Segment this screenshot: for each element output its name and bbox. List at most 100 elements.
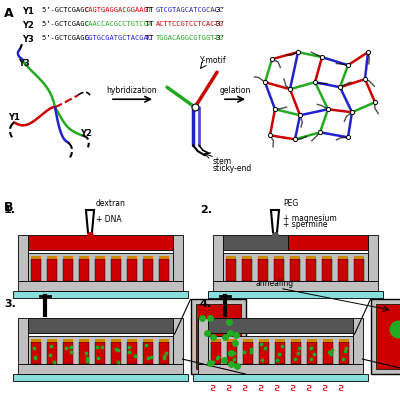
Text: stem: stem <box>213 157 232 166</box>
Bar <box>18 235 28 281</box>
Bar <box>12 291 188 298</box>
Text: Y-motif: Y-motif <box>200 56 227 65</box>
Bar <box>18 364 182 374</box>
Bar <box>226 259 236 281</box>
Bar <box>259 342 269 364</box>
Text: 5’-GCTCGAGC: 5’-GCTCGAGC <box>42 35 93 41</box>
Text: gelation: gelation <box>219 86 251 95</box>
Text: -3’: -3’ <box>212 7 225 13</box>
Bar <box>160 339 170 342</box>
Text: ƨ: ƨ <box>258 381 263 391</box>
Bar <box>275 342 285 364</box>
Text: Y2: Y2 <box>80 129 92 138</box>
Text: annealing: annealing <box>256 279 294 288</box>
Bar <box>208 318 352 333</box>
Text: Y3: Y3 <box>22 35 34 44</box>
Bar <box>243 342 253 364</box>
Bar <box>63 342 73 364</box>
Bar <box>322 259 332 281</box>
Bar <box>127 257 137 259</box>
Text: 5’-GCTCGAGC: 5’-GCTCGAGC <box>42 21 93 27</box>
Bar <box>172 235 182 281</box>
Bar <box>95 257 105 259</box>
Text: sticky-end: sticky-end <box>213 164 252 174</box>
Bar <box>79 257 89 259</box>
Bar <box>370 299 400 374</box>
Bar <box>354 259 364 281</box>
Bar <box>352 318 362 364</box>
Text: ƨ: ƨ <box>210 381 215 391</box>
Bar <box>111 339 121 342</box>
Bar <box>210 342 220 364</box>
Bar <box>160 342 170 364</box>
Bar <box>47 259 57 281</box>
Bar <box>274 257 284 259</box>
Text: GTCGTAGCATCGCACC: GTCGTAGCATCGCACC <box>156 7 224 13</box>
Bar <box>18 318 28 364</box>
Text: Y3: Y3 <box>18 59 30 68</box>
Text: TT: TT <box>141 7 158 13</box>
Bar <box>192 374 368 381</box>
Bar <box>95 339 105 342</box>
Text: 4.: 4. <box>200 299 212 309</box>
Bar <box>143 257 153 259</box>
Bar <box>242 257 252 259</box>
Text: Y1: Y1 <box>22 7 34 16</box>
Text: ƨ: ƨ <box>226 381 231 391</box>
Bar <box>79 259 89 281</box>
Text: + DNA: + DNA <box>96 215 122 225</box>
Bar <box>95 259 105 281</box>
Text: PEG: PEG <box>283 200 298 208</box>
Bar <box>340 342 350 364</box>
Bar <box>323 342 333 364</box>
Bar <box>208 291 382 298</box>
Bar <box>340 339 350 342</box>
Bar <box>47 339 57 342</box>
Text: B: B <box>4 201 14 215</box>
Bar <box>258 257 268 259</box>
Bar <box>226 257 236 259</box>
Text: ƨ: ƨ <box>322 381 327 391</box>
Bar <box>376 304 400 369</box>
Text: + magnesium: + magnesium <box>283 215 337 223</box>
Bar <box>30 342 40 364</box>
Text: ƨ: ƨ <box>290 381 295 391</box>
Bar <box>307 339 317 342</box>
Bar <box>323 339 333 342</box>
Text: dextran: dextran <box>96 200 126 208</box>
Bar <box>196 304 240 369</box>
Bar <box>274 259 284 281</box>
Bar <box>242 259 252 281</box>
Text: ƨ: ƨ <box>306 381 311 391</box>
Bar <box>368 235 378 281</box>
Bar <box>28 318 172 333</box>
Text: + spermine: + spermine <box>283 220 328 229</box>
Text: CAACCACGCCTGTCCA: CAACCACGCCTGTCCA <box>85 21 153 27</box>
Text: -3’: -3’ <box>212 21 225 27</box>
Bar <box>28 336 172 364</box>
Bar <box>210 339 220 342</box>
Bar <box>227 342 237 364</box>
Bar <box>222 235 288 251</box>
Bar <box>275 339 285 342</box>
Bar <box>354 257 364 259</box>
Bar <box>111 342 121 364</box>
Bar <box>338 259 348 281</box>
Bar <box>127 342 137 364</box>
Bar <box>208 336 352 364</box>
Text: hybridization: hybridization <box>107 86 157 95</box>
Bar <box>127 339 137 342</box>
Bar <box>291 339 301 342</box>
Text: 1.: 1. <box>4 205 16 215</box>
Bar <box>28 235 172 251</box>
Bar <box>338 257 348 259</box>
Text: GGTGCGATGCTACGAC: GGTGCGATGCTACGAC <box>85 35 153 41</box>
Bar <box>212 281 378 291</box>
Text: ACTTCCGTCCTCACTG: ACTTCCGTCCTCACTG <box>156 21 224 27</box>
Bar <box>79 339 89 342</box>
Bar <box>79 342 89 364</box>
Text: CAGTGAGGACGGAAGT: CAGTGAGGACGGAAGT <box>85 7 153 13</box>
Bar <box>288 235 368 251</box>
Bar <box>160 257 170 259</box>
Bar <box>143 339 153 342</box>
